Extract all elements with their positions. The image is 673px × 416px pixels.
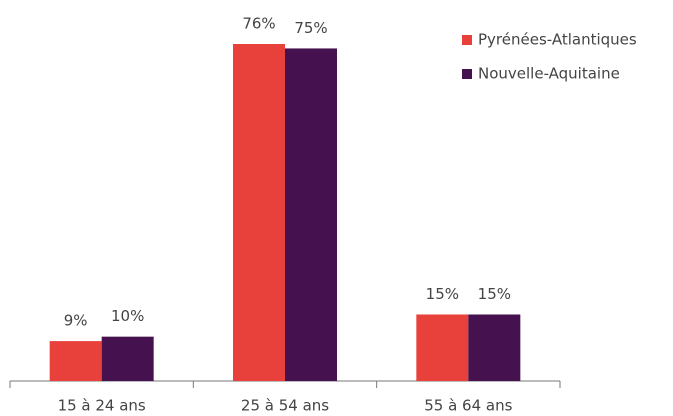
x-tick-label: 55 à 64 ans: [424, 397, 512, 415]
bar: [233, 44, 285, 381]
legend-swatch: [462, 69, 472, 79]
legend-label: Nouvelle-Aquitaine: [478, 65, 620, 83]
data-label: 75%: [294, 19, 327, 37]
bar: [468, 314, 521, 381]
data-label: 15%: [478, 285, 511, 303]
legend-swatch: [462, 35, 472, 45]
data-label: 9%: [64, 312, 88, 330]
bar: [285, 48, 337, 382]
legend-label: Pyrénées-Atlantiques: [478, 31, 637, 49]
data-label: 76%: [242, 15, 275, 33]
bar: [416, 314, 469, 381]
data-label: 10%: [111, 307, 144, 325]
x-tick-label: 25 à 54 ans: [241, 397, 329, 415]
bar: [101, 336, 154, 381]
x-tick-label: 15 à 24 ans: [58, 397, 146, 415]
bar: [49, 341, 102, 381]
data-label: 15%: [426, 285, 459, 303]
